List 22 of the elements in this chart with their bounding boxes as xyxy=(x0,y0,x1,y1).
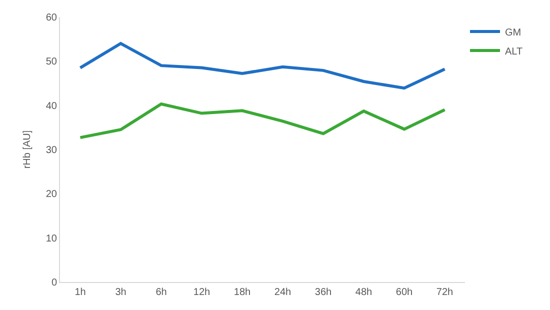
x-tick-label: 6h xyxy=(156,287,167,298)
y-tick-label: 0 xyxy=(51,278,58,288)
legend-label: GM xyxy=(505,27,522,38)
x-tick-label: 18h xyxy=(234,287,251,298)
y-tick-label: 20 xyxy=(46,189,58,200)
line-series xyxy=(78,42,446,90)
y-tick-label: 30 xyxy=(46,145,58,156)
x-tick-label: 72h xyxy=(436,287,454,298)
y-tick-label: 10 xyxy=(46,233,58,244)
x-tick-label: 60h xyxy=(396,287,413,298)
x-tick-label: 3h xyxy=(115,287,126,298)
legend-label: ALT xyxy=(505,46,523,58)
x-tick-label: 36h xyxy=(314,287,332,298)
line-series xyxy=(78,102,446,140)
y-tick-label: 40 xyxy=(46,100,58,112)
y-tick-label: 60 xyxy=(46,12,58,24)
x-tick-label: 1h xyxy=(74,287,86,298)
x-tick-label: 24h xyxy=(274,287,292,298)
x-tick-label: 48h xyxy=(355,287,372,298)
x-tick-label: 12h xyxy=(193,287,210,298)
y-tick-label: 50 xyxy=(46,56,58,68)
y-axis-title: rHb [AU] xyxy=(22,130,33,169)
